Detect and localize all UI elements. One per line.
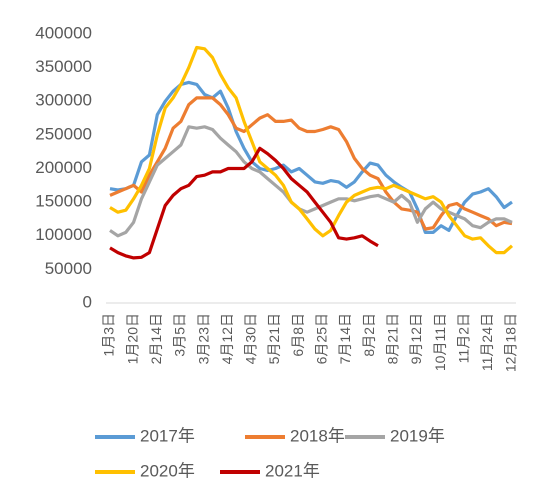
series-line: [109, 45, 514, 255]
y-tick-label: 100000: [35, 225, 92, 244]
x-tick-label: 11月24日: [479, 313, 495, 371]
x-tick-label: 3月5日: [172, 313, 188, 357]
x-tick-label: 10月11日: [432, 313, 448, 371]
x-tick-label: 4月12日: [219, 313, 235, 364]
y-tick-label: 0: [83, 292, 92, 311]
x-tick-label: 8月21日: [384, 313, 400, 364]
x-tick-label: 4月30日: [243, 313, 259, 364]
y-tick-label: 300000: [35, 91, 92, 110]
x-tick-label: 8月2日: [361, 313, 377, 357]
y-tick-label: 350000: [35, 57, 92, 76]
legend-label: 2019年: [390, 426, 445, 445]
x-tick-label: 6月25日: [314, 313, 330, 364]
y-tick-label: 150000: [35, 192, 92, 211]
series-line: [109, 80, 513, 234]
y-tick-label: 250000: [35, 124, 92, 143]
x-tick-label: 7月14日: [337, 313, 353, 364]
legend-label: 2020年: [140, 461, 195, 480]
x-tick-label: 9月12日: [408, 313, 424, 364]
series-line: [109, 146, 379, 260]
legend-label: 2021年: [265, 461, 320, 480]
x-tick-label: 2月14日: [148, 313, 164, 364]
legend-label: 2018年: [290, 426, 345, 445]
x-tick-label: 1月20日: [124, 313, 140, 364]
y-tick-label: 200000: [35, 158, 92, 177]
x-tick-label: 12月18日: [503, 313, 519, 372]
x-tick-label: 5月21日: [266, 313, 282, 364]
x-tick-label: 6月8日: [290, 313, 306, 357]
legend-label: 2017年: [140, 426, 195, 445]
x-tick-label: 3月23日: [195, 313, 211, 364]
x-tick-label: 11月2日: [455, 313, 471, 363]
y-tick-label: 400000: [35, 23, 92, 42]
y-tick-label: 50000: [45, 259, 92, 278]
x-tick-label: 1月3日: [101, 313, 117, 357]
